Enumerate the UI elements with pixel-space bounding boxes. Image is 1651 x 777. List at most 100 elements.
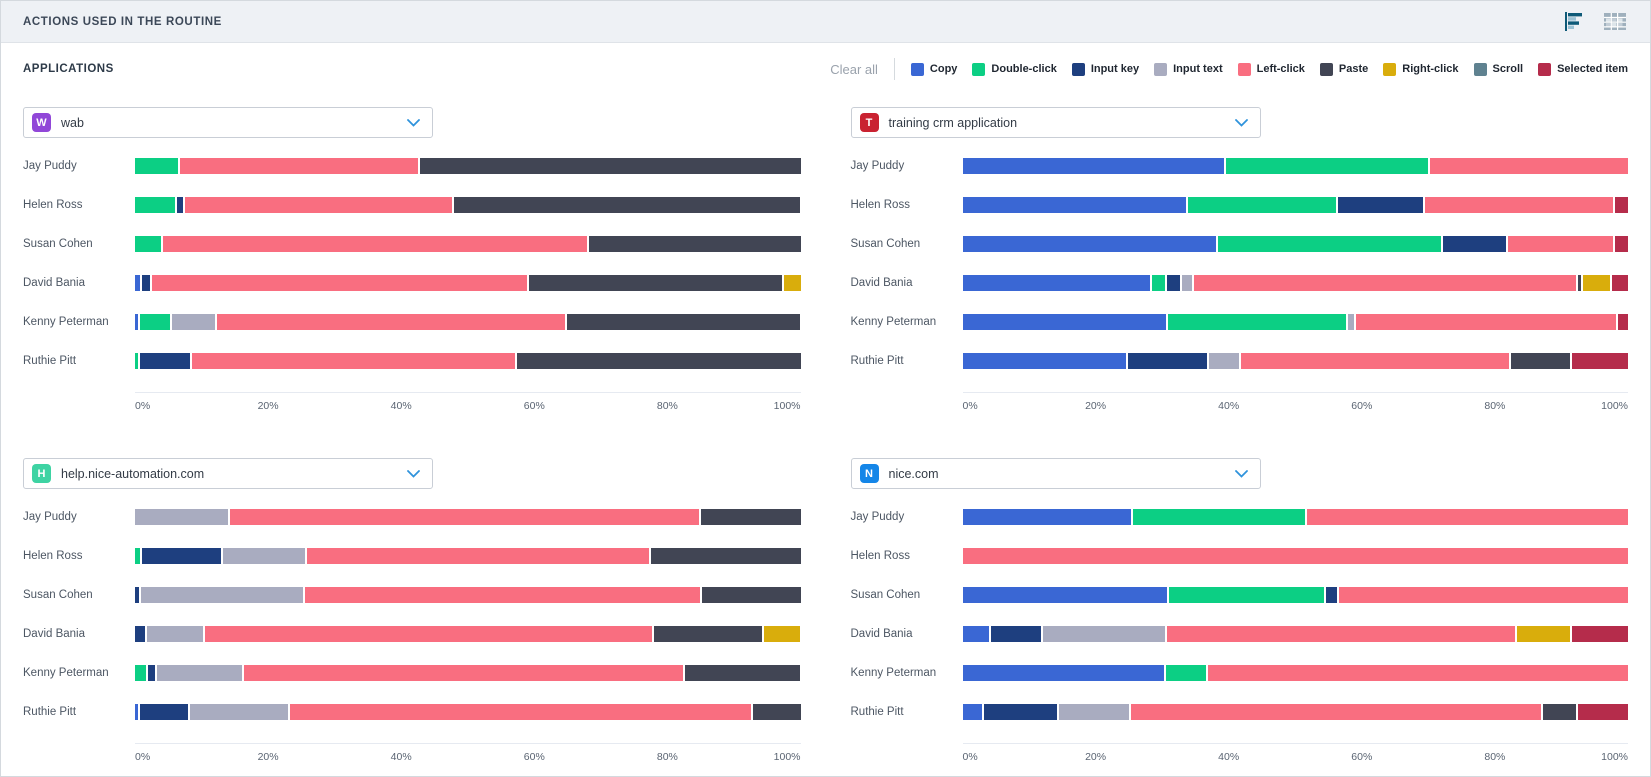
bar-segment-input-key: [141, 548, 221, 564]
legend-label: Input text: [1173, 63, 1223, 75]
row-label: Helen Ross: [23, 550, 83, 562]
stacked-bar: [962, 158, 1628, 174]
stacked-bar: [962, 236, 1629, 252]
app-selector-value: nice.com: [888, 466, 939, 481]
bar-segment-input-key: [139, 704, 189, 720]
bar-segment-left-click: [1307, 509, 1628, 525]
stacked-bar: [135, 626, 801, 642]
bar-segment-left-click: [1130, 704, 1542, 720]
chart-row-ruthie-pitt: Ruthie Pitt: [23, 353, 801, 369]
panel-title: ACTIONS USED IN THE ROUTINE: [23, 15, 222, 28]
bar-segment-right-click: [1583, 275, 1610, 291]
bar-segment-input-key: [1167, 275, 1181, 291]
clear-all-button[interactable]: Clear all: [830, 61, 878, 77]
axis-tick-label: 100%: [1601, 400, 1628, 412]
bar-segment-right-click: [1516, 626, 1570, 642]
panel-header: ACTIONS USED IN THE ROUTINE: [1, 1, 1650, 43]
legend-swatch: [1473, 62, 1487, 76]
stacked-bar: [135, 197, 801, 213]
bar-segment-input-text: [222, 548, 305, 564]
legend-item-double-click[interactable]: Double-click: [972, 62, 1057, 76]
row-label: Ruthie Pitt: [23, 355, 77, 367]
chevron-down-icon: [407, 465, 420, 483]
bar-segment-left-click: [191, 353, 515, 369]
bar-segment-paste: [567, 314, 801, 330]
bar-segment-input-text: [1042, 626, 1166, 642]
bar-segment-double-click: [1168, 314, 1346, 330]
axis-tick-label: 60%: [523, 751, 545, 763]
legend-label: Left-click: [1256, 63, 1305, 75]
legend-label: Scroll: [1492, 63, 1524, 75]
bar-segment-input-key: [176, 197, 184, 213]
legend-item-copy[interactable]: Copy: [910, 62, 957, 76]
bar-segment-paste: [588, 236, 801, 252]
bar-segment-copy: [962, 353, 1127, 369]
stacked-bar: [962, 314, 1629, 330]
row-label: Ruthie Pitt: [850, 706, 904, 718]
bar-segment-left-click: [1356, 314, 1617, 330]
bar-segment-copy: [962, 275, 1151, 291]
applications-section-title: APPLICATIONS: [23, 63, 114, 75]
app-badge-icon: N: [859, 464, 879, 483]
bar-segment-input-text: [1182, 275, 1193, 291]
row-label: Kenny Peterman: [23, 667, 109, 679]
bar-segment-right-click: [764, 626, 801, 642]
legend-item-paste[interactable]: Paste: [1319, 62, 1369, 76]
app-selector-value: wab: [61, 115, 84, 130]
bar-segment-input-text: [190, 704, 288, 720]
bar-segment-left-click: [180, 158, 419, 174]
axis-tick-label: 80%: [656, 400, 678, 412]
bar-segment-copy: [962, 197, 1187, 213]
stacked-bar: [135, 314, 801, 330]
chevron-down-icon: [1234, 114, 1248, 132]
bar-segment-left-click: [163, 236, 587, 252]
table-view-button[interactable]: [1602, 10, 1628, 33]
legend-item-input-text[interactable]: Input text: [1154, 62, 1223, 76]
stacked-bar: [135, 158, 801, 174]
stacked-bar: [962, 353, 1628, 369]
chart-row-kenny-peterman: Kenny Peterman: [851, 665, 1629, 681]
bar-segment-double-click: [135, 197, 175, 213]
bar-segment-selected-item: [1572, 353, 1628, 369]
bar-segment-input-text: [171, 314, 215, 330]
app-badge-icon: T: [859, 113, 879, 132]
bar-segment-paste: [528, 275, 783, 291]
legend-swatch: [1319, 62, 1333, 76]
bar-segment-input-key: [1325, 587, 1338, 603]
axis-tick-label: 20%: [257, 400, 279, 412]
stacked-bar: [135, 665, 801, 681]
row-label: Jay Puddy: [23, 160, 77, 172]
chart-row-jay-puddy: Jay Puddy: [851, 158, 1628, 174]
legend-item-input-key[interactable]: Input key: [1071, 62, 1139, 76]
bar-segment-paste: [650, 548, 801, 564]
bar-segment-left-click: [1507, 236, 1613, 252]
bar-segment-double-click: [140, 314, 170, 330]
bar-segment-left-click: [304, 587, 701, 603]
row-label: Ruthie Pitt: [23, 706, 77, 718]
stacked-bar: [962, 704, 1629, 720]
legend-label: Paste: [1338, 63, 1369, 75]
axis-tick-label: 20%: [1085, 400, 1107, 412]
legend-item-right-click[interactable]: Right-click: [1383, 62, 1459, 76]
axis-tick-label: 40%: [390, 751, 412, 763]
bar-chart-icon: [1564, 12, 1586, 34]
legend-item-selected-item[interactable]: Selected item: [1538, 62, 1628, 76]
bar-segment-input-key: [141, 275, 151, 291]
bar-segment-left-click: [962, 548, 1628, 564]
bar-segment-left-click: [1207, 665, 1628, 681]
legend-item-left-click[interactable]: Left-click: [1237, 62, 1305, 76]
bar-segment-left-click: [1167, 626, 1515, 642]
legend-item-scroll[interactable]: Scroll: [1473, 62, 1524, 76]
x-axis: 0% 20% 40% 60% 80% 100%: [962, 392, 1628, 416]
axis-tick-label: 60%: [1351, 751, 1373, 763]
chart-view-button[interactable]: [1562, 10, 1588, 33]
x-axis: 0% 20% 40% 60% 80% 100%: [135, 392, 801, 416]
bar-segment-double-click: [135, 548, 140, 564]
stacked-bar: [135, 509, 801, 525]
legend-swatch: [1154, 62, 1168, 76]
